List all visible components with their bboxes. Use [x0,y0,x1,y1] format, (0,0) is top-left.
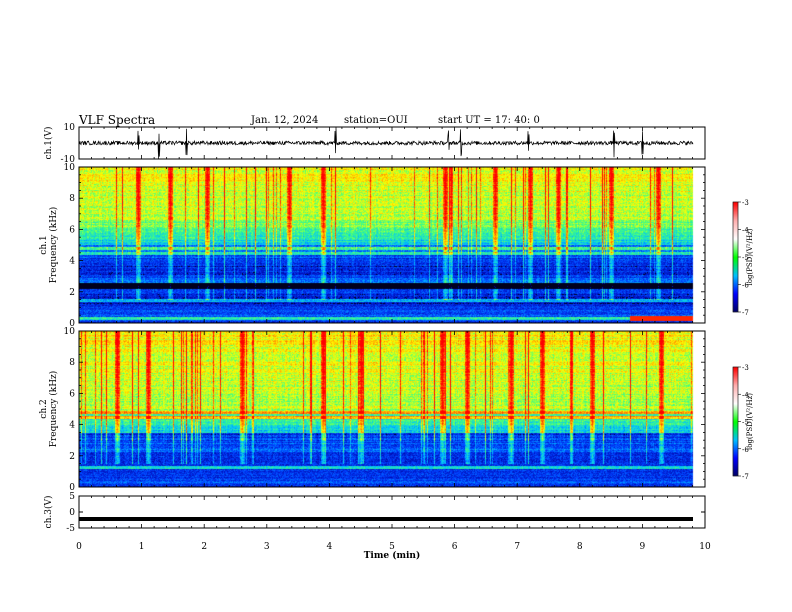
chart-station: station=OUI [344,115,408,126]
colorbar-tick-label: -7 [742,309,749,317]
colorbar-tick-label: -5 [742,254,749,262]
time-axis-label: Time (min) [364,550,421,561]
ch3-ytick-label: -5 [66,524,75,534]
ch3-ytick-label: 0 [69,508,75,518]
time-tick-label: 9 [640,542,646,552]
time-tick-label: 4 [327,542,333,552]
ch3-ylabel: ch.3(V) [43,496,54,529]
ch3-waveform-frame [78,495,706,529]
ch1-ytick-label: -10 [61,155,76,165]
ch1-ytick-label: 10 [64,123,76,133]
time-tick-label: 5 [389,542,395,552]
colorbar-tick-label: -6 [742,446,749,454]
ch1-waveform-line [78,127,694,159]
time-tick-label: 1 [139,542,145,552]
colorbar-tick-label: -6 [742,282,749,290]
chart-start-time: start UT = 17: 40: 0 [438,115,540,126]
ch2-freq-tick-label: 4 [69,421,75,431]
ch2-freq-tick-label: 10 [64,327,76,337]
chart-title: VLF Spectra [79,113,156,127]
colorbar-tick-label: -5 [742,419,749,427]
ch1-freq-axis-label: Frequency (kHz) [48,207,59,284]
chart-date: Jan. 12, 2024 [251,115,319,126]
colorbar-2-label: log(PSD)(V²/Hz) [746,393,754,450]
colorbar-tick-label: -4 [742,227,749,235]
colorbar-tick-label: -3 [742,364,749,372]
ch1-freq-tick-label: 10 [64,163,76,173]
time-tick-label: 2 [201,542,207,552]
ch1-freq-tick-label: 8 [69,194,75,204]
colorbar-tick-label: -7 [742,473,749,481]
ch1-freq-tick-label: 0 [69,319,75,329]
ch3-ytick-label: 5 [69,492,75,502]
ch2-freq-tick-label: 8 [69,358,75,368]
ch2-freq-axis-label: Frequency (kHz) [48,371,59,448]
colorbar-1 [732,201,739,313]
ch1-freq-tick-label: 2 [69,288,75,298]
ch1-freq-tick-label: 4 [69,257,75,267]
time-tick-label: 8 [577,542,583,552]
time-tick-label: 3 [264,542,270,552]
ch2-spectrogram-frame [78,330,706,488]
time-tick-label: 7 [514,542,520,552]
ch1-freq-tick-label: 6 [69,225,75,235]
ch2-freq-tick-label: 2 [69,452,75,462]
colorbar-tick-label: -3 [742,199,749,207]
colorbar-tick-label: -4 [742,391,749,399]
time-tick-label: 0 [76,542,82,552]
time-tick-label: 10 [699,542,711,552]
time-tick-label: 6 [452,542,458,552]
ch1-spectrogram-frame [78,166,706,324]
colorbar-2 [732,366,739,477]
ch2-freq-tick-label: 0 [69,483,75,493]
ch2-freq-tick-label: 6 [69,389,75,399]
ch2-spec-label: ch.2 [39,399,49,418]
ch1-ylabel: ch.1(V) [43,127,54,160]
ch1-spec-label: ch.1 [39,235,49,254]
colorbar-1-label: log(PSD)(V²/Hz) [746,228,754,285]
